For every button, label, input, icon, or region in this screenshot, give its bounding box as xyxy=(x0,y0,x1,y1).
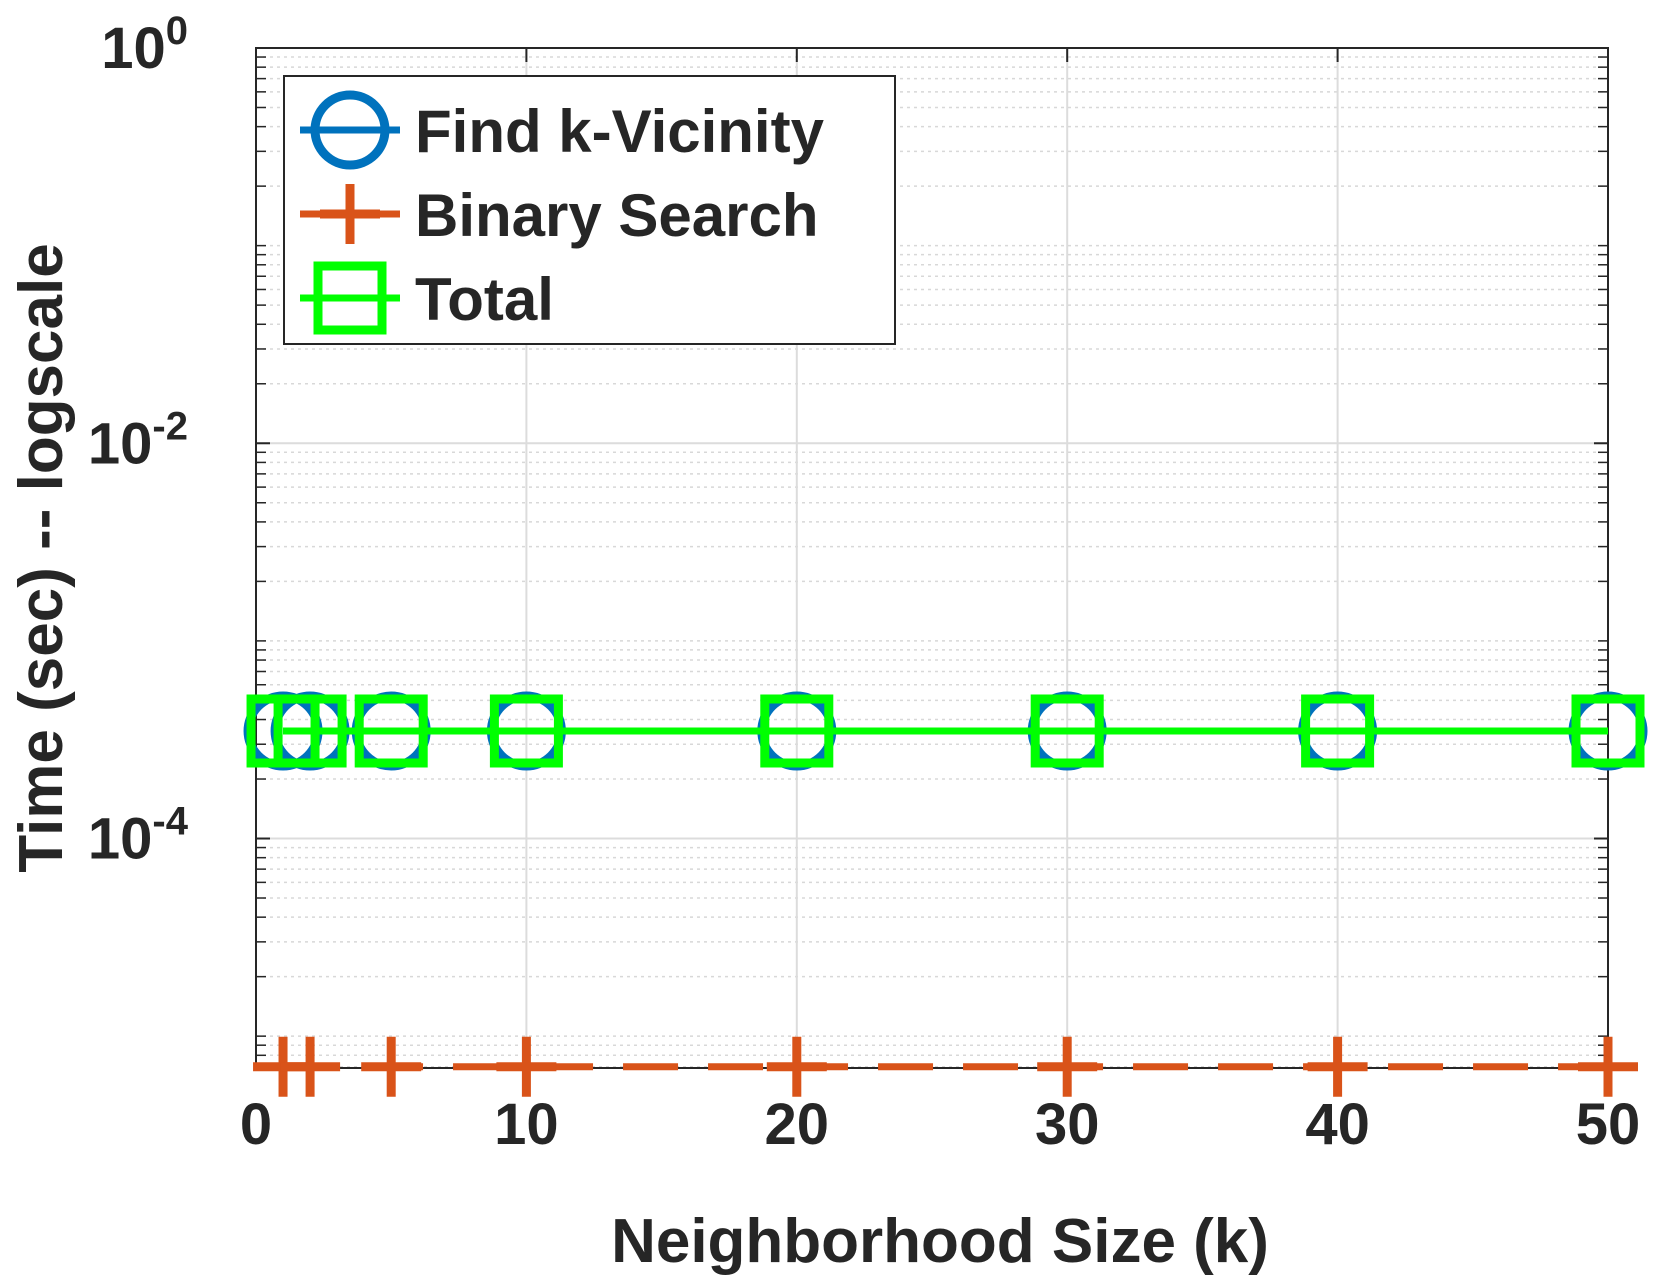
x-tick-label: 0 xyxy=(240,1092,272,1157)
marker xyxy=(280,1036,341,1097)
marker xyxy=(1571,694,1645,768)
marker xyxy=(766,1036,827,1097)
marker xyxy=(1037,1036,1098,1097)
x-tick-label: 50 xyxy=(1576,1092,1641,1157)
legend-label: Find k-Vicinity xyxy=(415,98,825,165)
x-tick-label: 10 xyxy=(494,1092,559,1157)
legend-label: Total xyxy=(415,266,554,333)
marker xyxy=(489,694,563,768)
legend-label: Binary Search xyxy=(415,182,819,249)
y-tick-label: 100 xyxy=(101,9,188,81)
y-tick-label: 10-2 xyxy=(88,404,188,476)
series xyxy=(253,1036,1638,1097)
marker xyxy=(273,694,347,768)
y-axis-label: Time (sec) -- logscale xyxy=(7,243,76,872)
marker xyxy=(1030,694,1104,768)
x-tick-label: 40 xyxy=(1305,1092,1370,1157)
legend-marker xyxy=(310,90,390,170)
marker xyxy=(496,1036,557,1097)
marker xyxy=(1578,1036,1638,1097)
series xyxy=(246,694,1645,768)
marker xyxy=(1301,694,1375,768)
legend-marker xyxy=(320,184,380,244)
y-tick-label: 10-4 xyxy=(88,800,189,872)
legend-marker xyxy=(313,261,387,335)
marker xyxy=(1307,1036,1368,1097)
x-tick-label: 30 xyxy=(1035,1092,1100,1157)
marker xyxy=(361,1036,422,1097)
marker xyxy=(354,694,428,768)
x-tick-label: 20 xyxy=(765,1092,830,1157)
marker xyxy=(760,694,834,768)
x-axis-label: Neighborhood Size (k) xyxy=(611,1207,1269,1276)
